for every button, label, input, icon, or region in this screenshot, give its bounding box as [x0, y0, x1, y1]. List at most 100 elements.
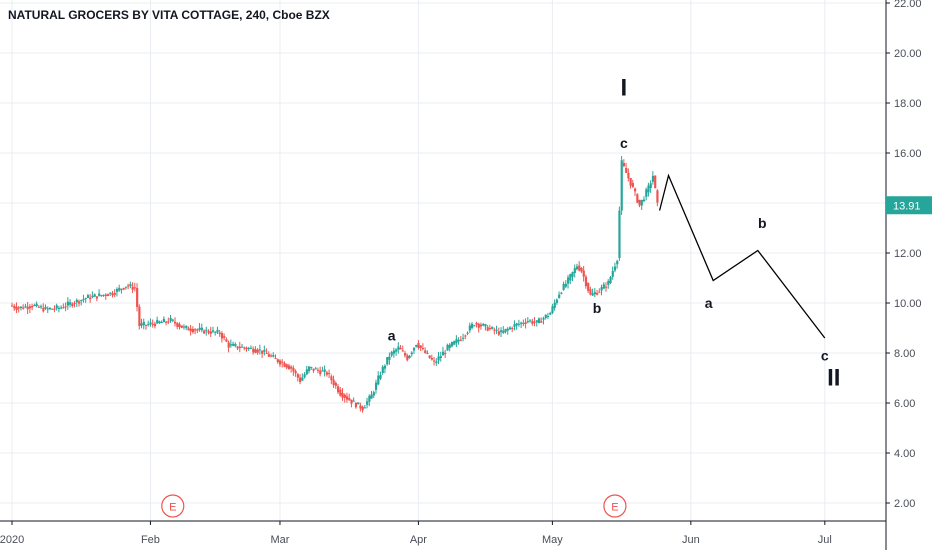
- candle-body: [446, 344, 449, 351]
- candle-body: [93, 294, 96, 297]
- candle-body: [453, 341, 456, 345]
- candle-body: [363, 407, 367, 409]
- candle-body: [573, 268, 576, 273]
- candle-body: [28, 306, 32, 309]
- candle-body: [558, 294, 561, 298]
- candle-body: [234, 344, 237, 347]
- candle-body: [169, 317, 172, 321]
- y-tick-label: 10.00: [894, 298, 922, 310]
- candle-body: [439, 356, 442, 358]
- candle-body: [457, 339, 460, 342]
- candle-body: [182, 326, 186, 328]
- candle-body: [647, 185, 650, 193]
- candle-body: [211, 330, 215, 332]
- candle-body: [381, 366, 384, 373]
- candle-body: [627, 173, 630, 179]
- candle-body: [299, 377, 302, 383]
- candle-body: [323, 369, 326, 372]
- candle-body: [604, 286, 608, 288]
- candle-body: [625, 168, 628, 173]
- candle-body: [69, 302, 72, 305]
- candle-body: [412, 347, 416, 351]
- candle-body: [22, 307, 25, 309]
- candle-body: [645, 189, 648, 197]
- candle-body: [102, 294, 105, 296]
- candle-body: [225, 339, 228, 342]
- candle-body: [138, 306, 141, 327]
- candle-body: [488, 328, 492, 329]
- candle-body: [33, 305, 36, 307]
- candle-body: [477, 323, 480, 328]
- candle-body: [321, 370, 324, 372]
- candle-body: [417, 343, 420, 349]
- candle-body: [165, 321, 168, 323]
- candle-body: [638, 199, 641, 206]
- candle-body: [424, 350, 427, 353]
- candle-body: [80, 300, 83, 302]
- candle-body: [640, 199, 643, 206]
- candle-body: [374, 382, 378, 390]
- candle-body: [180, 325, 183, 328]
- y-tick-label: 8.00: [894, 348, 915, 360]
- candle-body: [589, 289, 592, 295]
- candle-body: [430, 358, 434, 360]
- candle-body: [379, 375, 382, 379]
- candle-body: [399, 348, 402, 350]
- candle-body: [73, 303, 76, 304]
- candle-body: [151, 323, 154, 325]
- candle-body: [281, 361, 284, 363]
- candle-body: [575, 266, 579, 270]
- candle-body: [401, 350, 404, 352]
- chart-title: NATURAL GROCERS BY VITA COTTAGE, 240, Cb…: [8, 8, 330, 22]
- candle-body: [64, 306, 67, 308]
- candle-body: [100, 295, 103, 297]
- candle-body: [611, 270, 614, 277]
- candle-body: [285, 364, 288, 368]
- candle-body: [602, 284, 605, 289]
- candle-body: [162, 318, 166, 323]
- candle-body: [214, 331, 217, 333]
- candle-body: [339, 389, 342, 396]
- candle-body: [249, 347, 253, 349]
- candle-body: [247, 347, 250, 349]
- candle-body: [71, 303, 74, 306]
- candle-body: [82, 299, 85, 301]
- candle-body: [415, 345, 418, 347]
- candle-body: [569, 274, 572, 281]
- candle-body: [437, 356, 440, 361]
- candle-body: [332, 379, 335, 386]
- candles: [11, 156, 659, 413]
- candle-body: [410, 352, 413, 355]
- y-tick-label: 12.00: [894, 248, 922, 260]
- candle-body: [42, 308, 45, 312]
- candle-body: [607, 280, 610, 285]
- candle-body: [455, 339, 458, 343]
- candle-body: [26, 306, 29, 310]
- candle-body: [109, 292, 112, 294]
- candle-body: [622, 163, 626, 167]
- candle-body: [196, 329, 199, 331]
- candle-body: [564, 283, 567, 287]
- candle-body: [441, 351, 445, 356]
- x-tick-label: May: [542, 534, 563, 546]
- candle-body: [651, 175, 655, 182]
- candle-body: [517, 323, 521, 325]
- candle-body: [580, 268, 583, 272]
- candle-body: [613, 266, 617, 271]
- candle-body: [115, 289, 119, 292]
- candle-body: [433, 360, 436, 362]
- candle-body: [84, 298, 87, 300]
- candle-body: [98, 293, 101, 296]
- candle-body: [341, 393, 344, 398]
- candle-body: [582, 270, 585, 277]
- candle-body: [104, 294, 107, 296]
- candle-body: [48, 307, 52, 310]
- y-tick-label: 4.00: [894, 448, 915, 460]
- wave-label-a: a: [705, 295, 713, 311]
- candle-body: [656, 190, 659, 203]
- candle-body: [198, 327, 201, 330]
- candle-body: [283, 363, 286, 367]
